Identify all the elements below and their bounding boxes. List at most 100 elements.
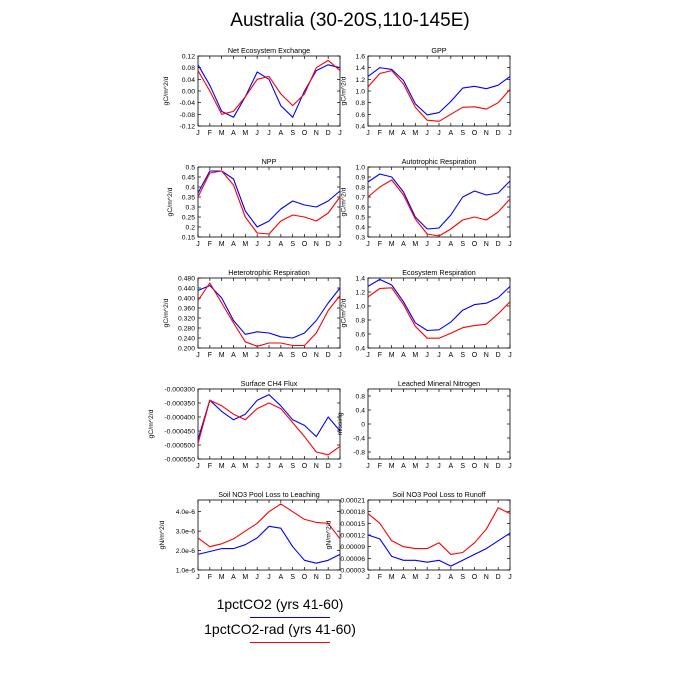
- ecosystem-respiration-xtick-label: A: [401, 352, 406, 359]
- gpp-xtick-label: D: [496, 130, 501, 137]
- gpp-ytick-label: 1.2: [356, 77, 366, 84]
- heterotrophic-respiration-ylabel: gC/m^2/d: [163, 298, 170, 327]
- npp-xtick-label: J: [196, 241, 200, 248]
- autotrophic-respiration-xtick-label: J: [508, 241, 512, 248]
- ecosystem-respiration-xtick-label: N: [484, 352, 489, 359]
- ecosystem-respiration-xtick-label: J: [425, 352, 429, 359]
- gpp-xtick-label: J: [366, 130, 370, 137]
- soil-no3-pool-loss-to-runoff-series-1-line: [367, 507, 511, 555]
- heterotrophic-respiration-xtick-label: J: [196, 352, 200, 359]
- surface-ch4-flux-plot-frame: [197, 388, 341, 460]
- gpp-ytick-label: 1.6: [356, 54, 366, 61]
- gpp-ytick-label: 1.0: [356, 89, 366, 96]
- autotrophic-respiration-ytick-label: 0.7: [356, 195, 366, 202]
- soil-no3-pool-loss-to-leaching-xtick-label: J: [196, 574, 200, 581]
- npp-xtick-label: F: [208, 241, 212, 248]
- legend-label-1pctco2-rad: 1pctCO2-rad (yrs 41-60): [204, 621, 356, 637]
- ecosystem-respiration-ytick-label: 1.2: [356, 290, 366, 297]
- soil-no3-pool-loss-to-runoff-title: Soil NO3 Pool Loss to Runoff: [392, 490, 485, 499]
- soil-no3-pool-loss-to-runoff-ytick-label: 0.00015: [340, 521, 365, 528]
- soil-no3-pool-loss-to-runoff-xtick-label: J: [437, 574, 441, 581]
- net-ecosystem-exchange-ylabel: gC/m^2/d: [163, 76, 170, 105]
- autotrophic-respiration-ylabel: gC/m^2/d: [341, 187, 348, 216]
- surface-ch4-flux-title: Surface CH4 Flux: [241, 379, 298, 388]
- surface-ch4-flux-xtick-label: A: [231, 463, 236, 470]
- leached-mineral-nitrogen-xtick-label: J: [425, 463, 429, 470]
- net-ecosystem-exchange-series-0-line: [197, 64, 341, 118]
- soil-no3-pool-loss-to-leaching-plot-frame: [197, 499, 341, 571]
- surface-ch4-flux-ylabel: gC/m^2/d: [148, 409, 155, 438]
- ecosystem-respiration-ytick-label: 1.4: [356, 276, 366, 283]
- surface-ch4-flux-xtick-label: D: [326, 463, 331, 470]
- gpp-xtick-label: A: [448, 130, 453, 137]
- npp-ytick-label: 0.5: [186, 165, 196, 172]
- npp-ytick-label: 0.4: [186, 185, 196, 192]
- autotrophic-respiration-xtick-label: O: [472, 241, 478, 248]
- ecosystem-respiration-xtick-label: O: [472, 352, 478, 359]
- npp-title: NPP: [262, 157, 277, 166]
- autotrophic-respiration-xtick-label: A: [401, 241, 406, 248]
- surface-ch4-flux-ytick-label: -0.000550: [164, 457, 195, 464]
- npp-xtick-label: A: [231, 241, 236, 248]
- leached-mineral-nitrogen-ylabel: missing: [337, 412, 344, 435]
- gpp-xtick-label: F: [378, 130, 382, 137]
- leached-mineral-nitrogen-xtick-label: F: [378, 463, 382, 470]
- surface-ch4-flux-xtick-label: S: [290, 463, 295, 470]
- gpp-xtick-label: J: [508, 130, 512, 137]
- npp-xtick-label: M: [219, 241, 225, 248]
- net-ecosystem-exchange-ytick-label: 0.12: [182, 54, 195, 61]
- leached-mineral-nitrogen-xtick-label: A: [401, 463, 406, 470]
- gpp-xtick-label: M: [412, 130, 418, 137]
- soil-no3-pool-loss-to-runoff-xtick-label: D: [496, 574, 501, 581]
- npp-xtick-label: J: [267, 241, 271, 248]
- npp-series-1-line: [197, 170, 341, 235]
- soil-no3-pool-loss-to-runoff-xtick-label: F: [378, 574, 382, 581]
- npp-xtick-label: J: [338, 241, 342, 248]
- net-ecosystem-exchange-xtick-label: M: [219, 130, 225, 137]
- ecosystem-respiration-xtick-label: S: [460, 352, 465, 359]
- heterotrophic-respiration-plot-frame: [197, 277, 341, 349]
- leached-mineral-nitrogen-ytick-label: -0.8: [353, 450, 365, 457]
- heterotrophic-respiration-ytick-label: 0.400: [178, 296, 195, 303]
- page-title: Australia (30-20S,110-145E): [230, 10, 470, 31]
- surface-ch4-flux-xtick-label: J: [196, 463, 200, 470]
- leached-mineral-nitrogen-ytick-label: 0.4: [356, 408, 366, 415]
- heterotrophic-respiration-xtick-label: A: [231, 352, 236, 359]
- leached-mineral-nitrogen-xtick-label: D: [496, 463, 501, 470]
- gpp-xtick-label: M: [389, 130, 395, 137]
- surface-ch4-flux-xtick-label: M: [242, 463, 248, 470]
- net-ecosystem-exchange-ytick-label: 0.08: [182, 65, 195, 72]
- soil-no3-pool-loss-to-leaching-ylabel: gN/m^2/d: [159, 520, 166, 549]
- npp-ytick-label: 0.15: [182, 235, 195, 242]
- ecosystem-respiration-xtick-label: J: [437, 352, 441, 359]
- autotrophic-respiration-xtick-label: M: [389, 241, 395, 248]
- heterotrophic-respiration-ytick-label: 0.320: [178, 316, 195, 323]
- npp-xtick-label: A: [278, 241, 283, 248]
- leached-mineral-nitrogen-plot-frame: [367, 388, 511, 460]
- surface-ch4-flux-xtick-label: O: [302, 463, 308, 470]
- soil-no3-pool-loss-to-leaching-xtick-label: A: [231, 574, 236, 581]
- ecosystem-respiration-ytick-label: 0.6: [356, 332, 366, 339]
- heterotrophic-respiration-xtick-label: J: [338, 352, 342, 359]
- net-ecosystem-exchange-ytick-label: 0.00: [182, 89, 195, 96]
- gpp-xtick-label: S: [460, 130, 465, 137]
- autotrophic-respiration-xtick-label: J: [366, 241, 370, 248]
- ecosystem-respiration-ytick-label: 0.4: [356, 346, 366, 353]
- soil-no3-pool-loss-to-leaching-ytick-label: 4.0e-6: [176, 509, 195, 516]
- gpp-plot-frame: [367, 55, 511, 127]
- ecosystem-respiration-xtick-label: J: [366, 352, 370, 359]
- gpp-series-0-line: [367, 67, 511, 116]
- ecosystem-respiration-series-0-line: [367, 278, 511, 332]
- net-ecosystem-exchange-xtick-label: J: [338, 130, 342, 137]
- leached-mineral-nitrogen-xtick-label: M: [412, 463, 418, 470]
- net-ecosystem-exchange-xtick-label: A: [278, 130, 283, 137]
- net-ecosystem-exchange-ytick-label: -0.08: [180, 112, 196, 119]
- surface-ch4-flux-xtick-label: F: [208, 463, 212, 470]
- soil-no3-pool-loss-to-runoff-xtick-label: M: [412, 574, 418, 581]
- soil-no3-pool-loss-to-leaching-xtick-label: M: [219, 574, 225, 581]
- legend-label-1pctco2: 1pctCO2 (yrs 41-60): [216, 596, 344, 612]
- surface-ch4-flux-xtick-label: J: [267, 463, 271, 470]
- autotrophic-respiration-plot-frame: [367, 166, 511, 238]
- autotrophic-respiration-ytick-label: 0.9: [356, 175, 366, 182]
